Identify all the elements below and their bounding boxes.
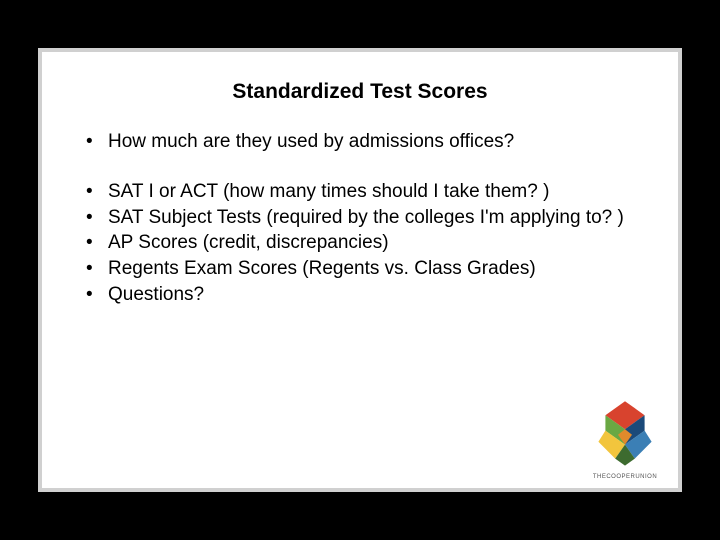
list-item: Regents Exam Scores (Regents vs. Class G… bbox=[84, 257, 650, 281]
slide-frame: Standardized Test Scores How much are th… bbox=[38, 48, 682, 492]
list-item: Questions? bbox=[84, 283, 650, 307]
list-item: How much are they used by admissions off… bbox=[84, 130, 650, 154]
logo-caption: THECOOPERUNION bbox=[590, 474, 660, 480]
list-item: SAT Subject Tests (required by the colle… bbox=[84, 206, 650, 230]
list-item: SAT I or ACT (how many times should I ta… bbox=[84, 180, 650, 204]
slide-title: Standardized Test Scores bbox=[70, 80, 650, 104]
logo: THECOOPERUNION bbox=[590, 397, 660, 480]
spacer bbox=[70, 156, 650, 180]
bullet-list-1: How much are they used by admissions off… bbox=[70, 130, 650, 154]
list-item: AP Scores (credit, discrepancies) bbox=[84, 231, 650, 255]
cooper-union-logo-icon bbox=[590, 397, 660, 467]
bullet-list-2: SAT I or ACT (how many times should I ta… bbox=[70, 180, 650, 307]
